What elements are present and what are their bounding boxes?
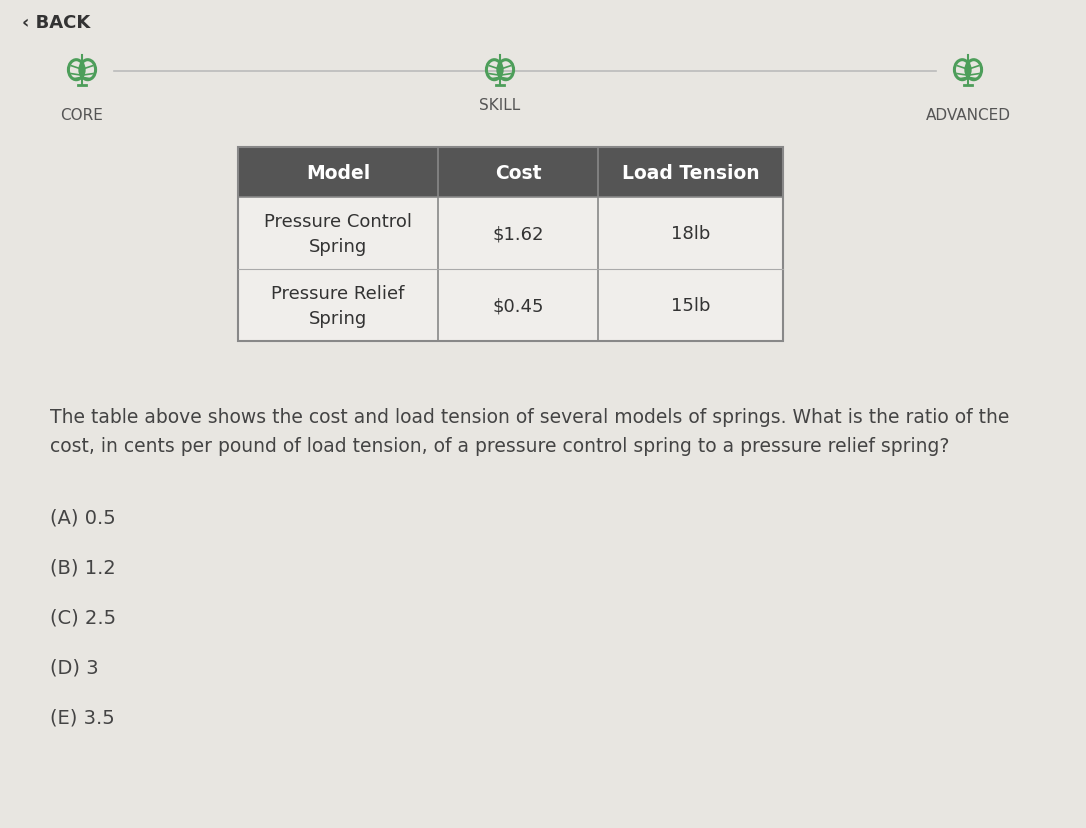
Bar: [238, 270, 783, 342]
Text: 18lb: 18lb: [671, 224, 710, 243]
Text: The table above shows the cost and load tension of several models of springs. Wh: The table above shows the cost and load …: [50, 407, 1009, 456]
Text: ‹ BACK: ‹ BACK: [22, 14, 90, 32]
Text: (B) 1.2: (B) 1.2: [50, 557, 116, 576]
Text: Cost: Cost: [495, 163, 541, 182]
Text: SKILL: SKILL: [479, 98, 520, 113]
Text: (A) 0.5: (A) 0.5: [50, 508, 116, 527]
Text: Model: Model: [306, 163, 370, 182]
Bar: [238, 148, 783, 198]
Text: CORE: CORE: [61, 108, 103, 123]
Text: Pressure Control
Spring: Pressure Control Spring: [264, 212, 412, 255]
Text: (D) 3: (D) 3: [50, 657, 99, 676]
Text: (C) 2.5: (C) 2.5: [50, 607, 116, 626]
Text: 15lb: 15lb: [671, 296, 710, 315]
Text: Pressure Relief
Spring: Pressure Relief Spring: [272, 284, 405, 327]
Bar: [238, 148, 783, 342]
Bar: [238, 198, 783, 270]
Text: $1.62: $1.62: [492, 224, 544, 243]
Text: (E) 3.5: (E) 3.5: [50, 707, 115, 726]
Text: $0.45: $0.45: [492, 296, 544, 315]
Text: ADVANCED: ADVANCED: [925, 108, 1010, 123]
Text: Load Tension: Load Tension: [621, 163, 759, 182]
